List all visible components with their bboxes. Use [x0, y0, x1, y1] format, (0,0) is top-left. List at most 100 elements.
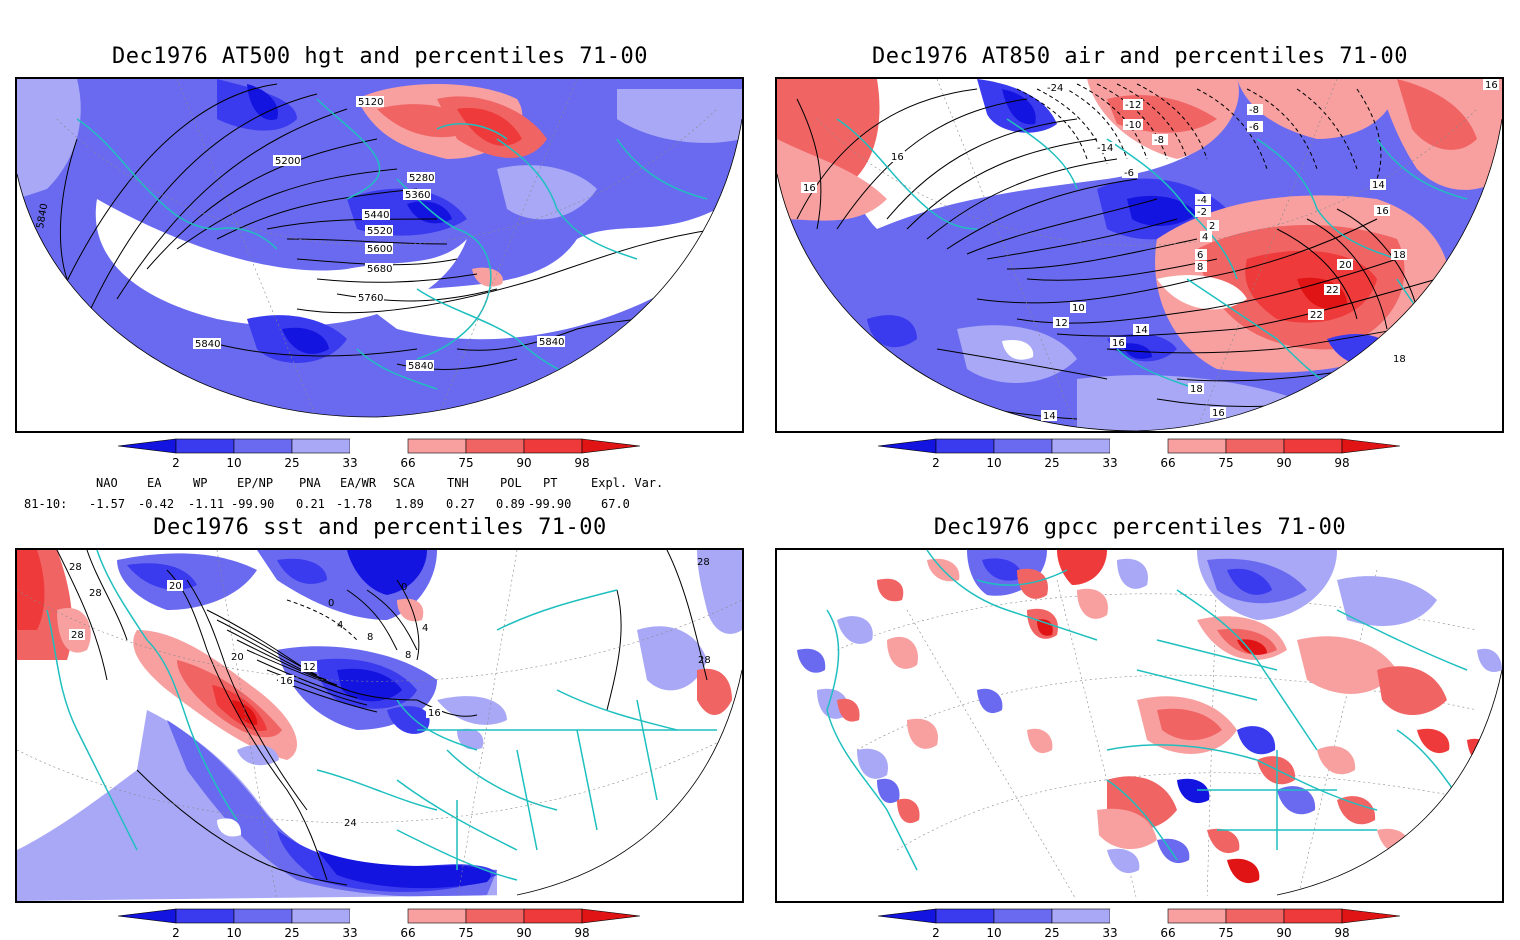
colorbar-tick-label: 25 — [284, 456, 299, 470]
svg-text:16: 16 — [1112, 338, 1125, 349]
contour-label: 5840 — [193, 338, 221, 350]
tele-header-epnp: EP/NP — [237, 476, 274, 490]
colorbar-tick-label: 2 — [932, 456, 940, 470]
colorbar-tick-label: 66 — [400, 456, 415, 470]
svg-text:-2: -2 — [1197, 207, 1207, 218]
tele-value-eawr: -1.78 — [336, 497, 373, 511]
contour-label: 5120 — [356, 96, 384, 108]
colorbar-tick-label: 10 — [986, 926, 1001, 940]
svg-text:20: 20 — [1339, 260, 1352, 271]
contour-label: 18 — [1188, 383, 1204, 395]
teleconnection-table: NAO EA WP EP/NP PNA EA/WR SCA TNH POL PT… — [0, 476, 700, 512]
colorbar-tick-label: 66 — [1160, 926, 1175, 940]
svg-text:8: 8 — [367, 632, 373, 643]
tele-header-eawr: EA/WR — [340, 476, 377, 490]
svg-text:5520: 5520 — [367, 226, 392, 237]
tele-header-nao: NAO — [96, 476, 118, 490]
contour-label: 16 — [1110, 337, 1126, 349]
colorbar-tick-label: 33 — [342, 456, 357, 470]
colorbar-tick-label: 75 — [458, 926, 473, 940]
map-air850: -24 -12 -10 -14 -8 -8 -6 -6 -4 -2 2 4 6 … — [775, 77, 1504, 433]
tele-header-ea: EA — [147, 476, 162, 490]
svg-text:16: 16 — [280, 676, 293, 687]
svg-text:5840: 5840 — [195, 339, 220, 350]
contour-label: 16 — [278, 675, 294, 687]
svg-text:-12: -12 — [1125, 100, 1141, 111]
svg-text:16: 16 — [891, 152, 904, 163]
svg-text:0: 0 — [401, 582, 407, 593]
colorbar-tick-label: 66 — [1160, 456, 1175, 470]
tele-header-tnh: TNH — [447, 476, 469, 490]
colorbar-tick-label: 10 — [226, 926, 241, 940]
contour-label: -14 — [1095, 142, 1115, 154]
contour-label: 16 — [1210, 407, 1226, 419]
colorbar-tick-label: 33 — [1102, 926, 1117, 940]
svg-text:0: 0 — [328, 598, 334, 609]
colorbar-tick-label: 25 — [284, 926, 299, 940]
colorbar-hgt500: 2 10 25 33 66 75 90 98 — [117, 438, 643, 470]
svg-text:22: 22 — [1326, 285, 1339, 296]
svg-text:5120: 5120 — [358, 97, 383, 108]
svg-text:5600: 5600 — [367, 244, 392, 255]
svg-text:16: 16 — [428, 708, 441, 719]
svg-text:-10: -10 — [1125, 120, 1141, 131]
contour-label: 12 — [1053, 317, 1069, 329]
colorbar-tick-label: 10 — [226, 456, 241, 470]
svg-text:28: 28 — [89, 588, 102, 599]
tele-value-ea: -0.42 — [138, 497, 175, 511]
map-gpcc — [775, 548, 1504, 903]
contour-label: 5600 — [365, 243, 393, 255]
panel-title-air850: Dec1976 AT850 air and percentiles 71-00 — [871, 44, 1409, 69]
map-hgt500: 5120 5200 5280 5360 5440 5520 5600 5680 … — [15, 77, 744, 433]
colorbar-tick-label: 75 — [1218, 926, 1233, 940]
svg-text:-14: -14 — [1097, 143, 1113, 154]
contour-label: -2 — [1195, 206, 1211, 218]
tele-header-pol: POL — [500, 476, 522, 490]
contour-label: 0 — [401, 582, 407, 593]
svg-text:4: 4 — [422, 623, 428, 634]
svg-text:5680: 5680 — [367, 264, 392, 275]
svg-text:28: 28 — [698, 655, 711, 666]
contour-label: 8 — [1195, 261, 1207, 273]
colorbar-tick-label: 98 — [1334, 926, 1349, 940]
contour-label: 6 — [1195, 249, 1207, 261]
svg-text:28: 28 — [697, 557, 710, 568]
tele-header-wp: WP — [193, 476, 208, 490]
contour-label: 28 — [69, 629, 85, 641]
tele-value-wp: -1.11 — [188, 497, 225, 511]
svg-text:2: 2 — [1209, 221, 1215, 232]
svg-text:20: 20 — [231, 652, 244, 663]
svg-text:-8: -8 — [1249, 105, 1259, 116]
svg-text:-24: -24 — [1047, 83, 1063, 94]
colorbar-tick-label: 75 — [1218, 456, 1233, 470]
svg-text:28: 28 — [71, 630, 84, 641]
colorbar-tick-label: 90 — [1276, 926, 1291, 940]
tele-value-pt: -99.90 — [528, 497, 572, 511]
contour-label: 22 — [1308, 309, 1324, 321]
contour-label: 12 — [301, 661, 317, 673]
svg-text:5440: 5440 — [364, 210, 389, 221]
contour-label: 5840 — [406, 360, 434, 372]
contour-label: -4 — [1195, 194, 1211, 206]
tele-value-tnh: 0.27 — [446, 497, 475, 511]
colorbar-tick-label: 98 — [574, 456, 589, 470]
contour-label: 24 — [342, 817, 358, 829]
contour-label: -6 — [1247, 121, 1263, 133]
colorbar-tick-label: 2 — [172, 926, 180, 940]
contour-label: 28 — [698, 655, 711, 666]
svg-text:16: 16 — [1376, 206, 1389, 217]
contour-label: 4 — [422, 623, 428, 634]
contour-label: 22 — [1324, 284, 1340, 296]
svg-text:14: 14 — [1372, 180, 1385, 191]
contour-label: 18 — [1391, 353, 1407, 365]
contour-label: 5520 — [365, 225, 393, 237]
svg-text:22: 22 — [1310, 310, 1323, 321]
svg-text:18: 18 — [1393, 250, 1406, 261]
tele-header-pt: PT — [543, 476, 558, 490]
contour-label: 8 — [405, 650, 411, 661]
svg-text:16: 16 — [1212, 408, 1225, 419]
tele-value-sca: 1.89 — [395, 497, 424, 511]
svg-text:5760: 5760 — [358, 293, 383, 304]
tele-value-explvar: 67.0 — [601, 497, 630, 511]
tele-value-nao: -1.57 — [89, 497, 126, 511]
